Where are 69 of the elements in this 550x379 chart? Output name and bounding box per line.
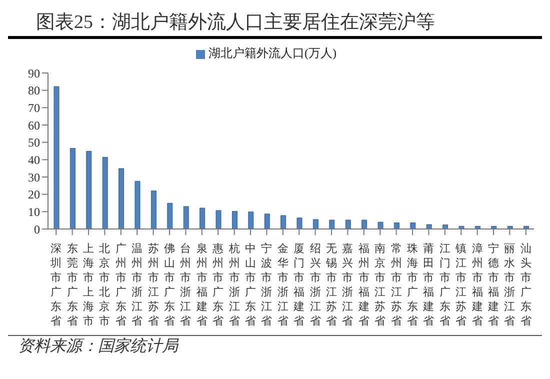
x-tick-label: 苏州市江苏省 bbox=[148, 242, 159, 328]
bar bbox=[86, 150, 92, 229]
y-tick-label: 10 bbox=[28, 204, 40, 219]
bar bbox=[362, 220, 368, 229]
y-tick-label: 60 bbox=[28, 118, 40, 132]
y-tick-label: 70 bbox=[28, 100, 40, 115]
bar bbox=[458, 226, 464, 229]
x-tick-label: 杭州市浙江省 bbox=[228, 242, 240, 328]
text: 资料来源：国家统计局 bbox=[18, 336, 180, 357]
x-tick-label: 北京市北京市 bbox=[99, 242, 110, 328]
x-tick-label: 东莞市广东省 bbox=[66, 242, 78, 328]
bar bbox=[410, 222, 416, 229]
x-tick-label: 镇江市江苏省 bbox=[454, 243, 467, 328]
x-tick-label: 漳州市福建省 bbox=[470, 242, 483, 328]
x-tick-label: 台州市浙江省 bbox=[180, 242, 192, 328]
bar bbox=[216, 210, 222, 229]
bar bbox=[102, 156, 108, 229]
bar bbox=[232, 211, 238, 229]
x-tick-label: 江门市广东省 bbox=[439, 243, 450, 328]
bar bbox=[264, 214, 270, 229]
x-tick-label: 无锡市江苏省 bbox=[325, 243, 337, 328]
x-tick-label: 金华市浙江省 bbox=[277, 243, 288, 328]
x-tick-label: 深圳市广东省 bbox=[50, 243, 62, 328]
x-tick-label: 中山市广东省 bbox=[245, 242, 256, 328]
y-tick-label: 30 bbox=[28, 170, 40, 184]
bar bbox=[312, 219, 318, 229]
y-tick-label: 40 bbox=[28, 152, 40, 167]
bar bbox=[150, 190, 156, 229]
x-tick-label: 绍兴市浙江省 bbox=[310, 243, 321, 328]
x-tick-label: 嘉兴市浙江省 bbox=[342, 242, 354, 328]
bar bbox=[296, 218, 302, 229]
y-tick-label: 80 bbox=[28, 84, 40, 98]
x-tick-label: 莆田市福建省 bbox=[422, 242, 434, 328]
x-tick-label: 珠海市广东省 bbox=[407, 242, 418, 328]
legend-label: 湖北户籍外流人口(万人) bbox=[208, 46, 336, 60]
bar bbox=[394, 222, 400, 229]
x-tick-label: 广州市广东省 bbox=[115, 242, 126, 328]
x-tick-label: 宁德市福建省 bbox=[487, 242, 499, 328]
x-tick-label: 厦门市福建省 bbox=[292, 243, 305, 328]
y-tick-label: 20 bbox=[28, 188, 40, 202]
x-tick-label: 汕头市广东省 bbox=[520, 242, 532, 328]
bar bbox=[280, 215, 286, 229]
x-tick-label: 温州市浙江省 bbox=[132, 243, 143, 328]
bar bbox=[329, 220, 335, 229]
x-tick-label: 惠州市广东省 bbox=[212, 242, 224, 328]
bar bbox=[345, 220, 351, 229]
bar bbox=[70, 148, 76, 229]
x-tick-label: 福州市福建省 bbox=[357, 242, 370, 328]
x-tick-label: 丽水市浙江省 bbox=[504, 243, 516, 328]
bar bbox=[200, 208, 206, 229]
bar bbox=[134, 180, 140, 229]
chart-title: 图表25：湖北户籍外流人口主要居住在深莞沪等 bbox=[8, 8, 542, 39]
bar bbox=[167, 202, 173, 229]
bar bbox=[378, 222, 384, 229]
y-tick-label: 90 bbox=[28, 66, 40, 80]
x-tick-label: 佛山市广东省 bbox=[164, 243, 175, 328]
bar bbox=[442, 224, 448, 229]
bar bbox=[426, 224, 432, 229]
bar bbox=[248, 212, 254, 229]
bar bbox=[54, 86, 60, 229]
bar bbox=[118, 168, 124, 229]
x-tick-label: 南京市江苏省 bbox=[374, 242, 386, 328]
x-tick-label: 宁波市浙江省 bbox=[261, 242, 272, 328]
x-tick-label: 上海市上海市 bbox=[83, 242, 94, 328]
x-tick-label: 常州市江苏省 bbox=[390, 242, 402, 328]
y-tick-label: 50 bbox=[28, 136, 40, 150]
y-tick-label: 0 bbox=[34, 222, 40, 236]
bar bbox=[183, 206, 189, 229]
x-tick-label: 泉州市福建省 bbox=[195, 243, 208, 328]
